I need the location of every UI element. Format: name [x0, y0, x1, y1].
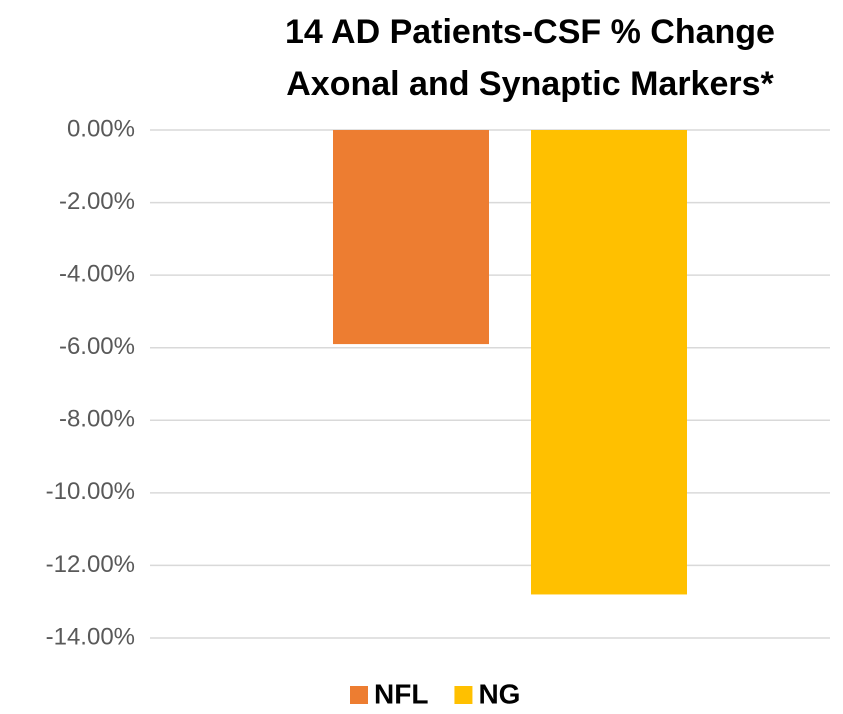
y-tick-label: -2.00% — [59, 188, 135, 215]
y-tick-label: -8.00% — [59, 406, 135, 433]
y-tick-label: -14.00% — [46, 623, 135, 650]
y-tick-label: -12.00% — [46, 551, 135, 578]
bar — [531, 130, 687, 595]
legend-label: NG — [478, 678, 520, 709]
legend-swatch — [454, 686, 473, 704]
y-tick-label: -6.00% — [59, 333, 135, 360]
y-tick-label: 0.00% — [67, 115, 135, 142]
bar — [333, 130, 489, 345]
legend-label: NFL — [374, 678, 428, 709]
legend-swatch — [350, 686, 368, 704]
y-tick-label: -10.00% — [46, 478, 135, 505]
chart-title: Axonal and Synaptic Markers* — [286, 65, 774, 103]
chart-title: 14 AD Patients-CSF % Change — [285, 13, 775, 51]
y-tick-label: -4.00% — [59, 260, 135, 287]
